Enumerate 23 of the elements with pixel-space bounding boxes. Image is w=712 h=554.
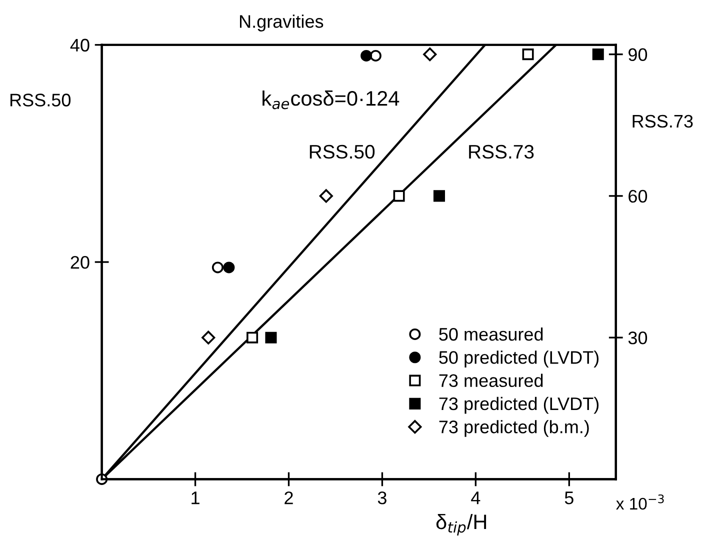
- x-axis-title: δ$_{tip}$/H: [436, 514, 486, 536]
- legend-label: 73 predicted (LVDT): [439, 396, 599, 414]
- x-tick-label: 5: [564, 492, 574, 504]
- text: x 10$^{−3}$: [616, 494, 664, 510]
- x-tick-label: 4: [471, 492, 480, 504]
- legend-label: 73 predicted (b.m.): [439, 420, 589, 437]
- series-label: RSS.73: [469, 144, 534, 159]
- y2-axis-title: RSS.73: [632, 114, 693, 128]
- y2-tick-label: 30: [628, 332, 648, 344]
- legend-label: 73 measured: [439, 374, 543, 388]
- x-tick-label: 1: [192, 492, 200, 504]
- y2-tick-label: 60: [628, 190, 648, 203]
- y-tick-label: 20: [70, 256, 90, 269]
- chart-title: N.gravities: [240, 14, 324, 32]
- legend-label: 50 predicted (LVDT): [439, 350, 599, 368]
- series-label: RSS.50: [310, 144, 375, 159]
- legend-label: 50 measured: [439, 327, 543, 341]
- x-tick-label: 2: [284, 491, 293, 504]
- x-tick-label: 3: [378, 491, 386, 504]
- annotation: k$_{ae}$cosδ=0·124: [262, 90, 400, 110]
- y-tick-label: 40: [70, 38, 90, 52]
- y2-tick-label: 90: [628, 48, 648, 62]
- y-axis-title: RSS.50: [10, 94, 71, 106]
